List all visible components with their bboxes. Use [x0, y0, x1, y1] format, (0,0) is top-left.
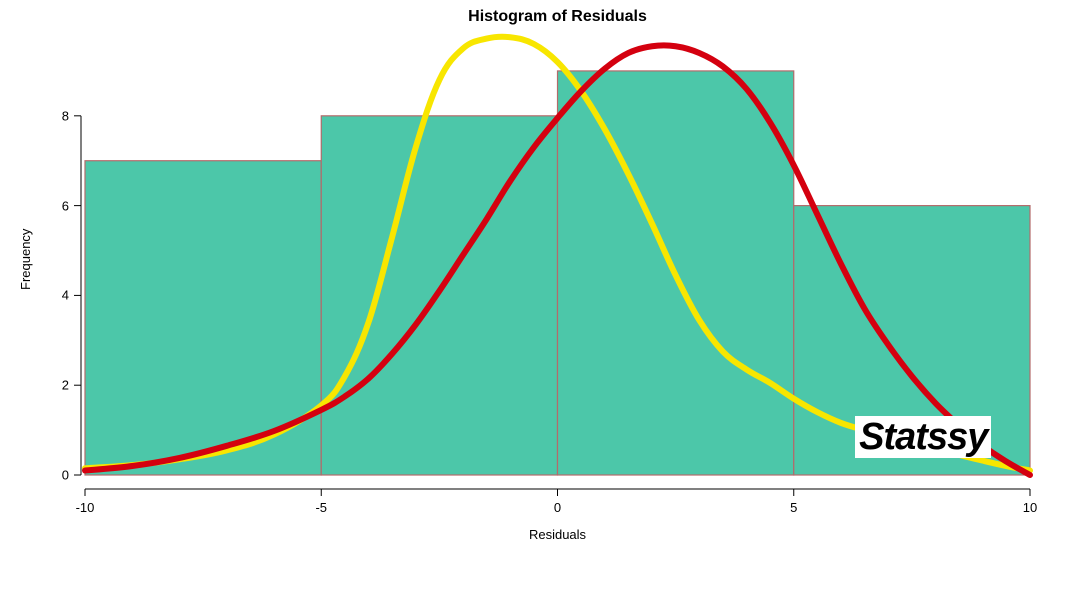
x-tick-label: 0 [554, 500, 561, 515]
chart-title: Histogram of Residuals [468, 8, 647, 26]
y-axis-label: Frequency [18, 229, 33, 290]
watermark: Statssy [855, 416, 991, 458]
x-tick-label: 10 [1023, 500, 1037, 515]
plot-area: Statssy [85, 35, 1030, 475]
x-axis-label: Residuals [529, 527, 586, 542]
y-axis-svg [67, 35, 97, 475]
x-tick-label: -10 [76, 500, 95, 515]
chart-container: Histogram of Residuals Frequency Residua… [0, 0, 1087, 593]
x-tick-label: -5 [315, 500, 327, 515]
x-tick-label: 5 [790, 500, 797, 515]
